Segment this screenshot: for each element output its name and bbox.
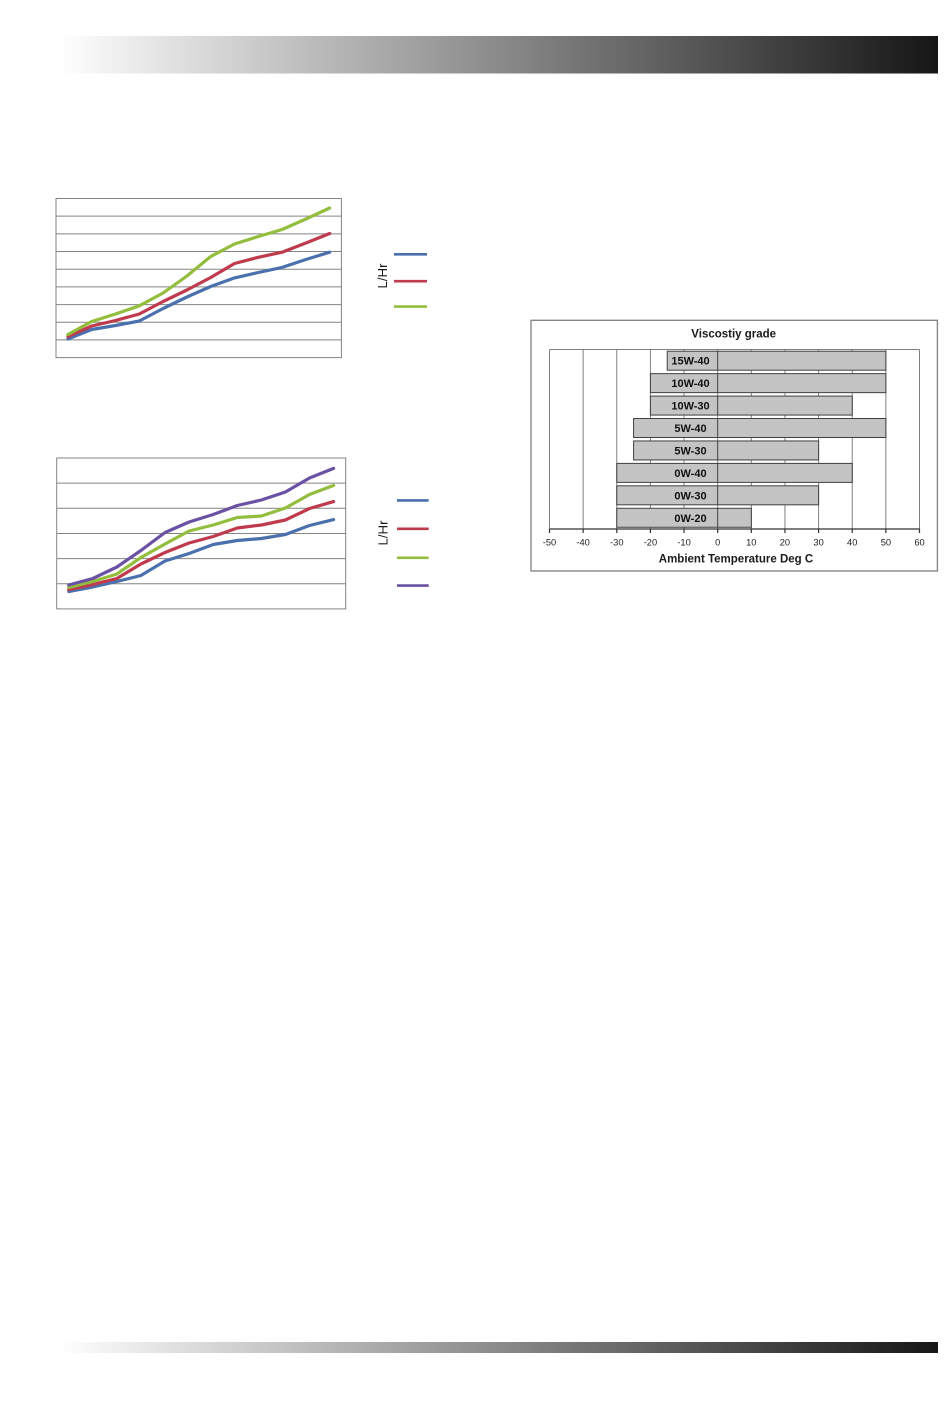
- svg-text:0: 0: [715, 538, 720, 548]
- svg-text:30: 30: [813, 538, 823, 548]
- svg-text:15W-40: 15W-40: [671, 356, 709, 368]
- svg-text:0W-40: 0W-40: [674, 468, 706, 480]
- svg-text:L/Hr: L/Hr: [375, 520, 390, 546]
- svg-text:10: 10: [746, 538, 756, 548]
- svg-text:0W-20: 0W-20: [674, 513, 706, 525]
- svg-text:5W-40: 5W-40: [674, 423, 706, 435]
- svg-text:-30: -30: [610, 538, 623, 548]
- svg-text:40: 40: [847, 538, 857, 548]
- svg-text:60: 60: [914, 538, 924, 548]
- svg-text:-50: -50: [543, 538, 556, 548]
- svg-text:-10: -10: [677, 538, 690, 548]
- svg-text:L/Hr: L/Hr: [375, 263, 390, 289]
- svg-text:20: 20: [780, 538, 790, 548]
- svg-text:-40: -40: [576, 538, 589, 548]
- svg-text:5W-30: 5W-30: [674, 445, 706, 457]
- svg-text:50: 50: [881, 538, 891, 548]
- svg-text:0W-30: 0W-30: [674, 490, 706, 502]
- svg-text:-20: -20: [644, 538, 657, 548]
- svg-text:Ambient Temperature Deg C: Ambient Temperature Deg C: [659, 554, 813, 566]
- svg-text:10W-30: 10W-30: [671, 401, 709, 413]
- svg-text:Viscostiy grade: Viscostiy grade: [691, 329, 776, 341]
- svg-text:10W-40: 10W-40: [671, 378, 709, 390]
